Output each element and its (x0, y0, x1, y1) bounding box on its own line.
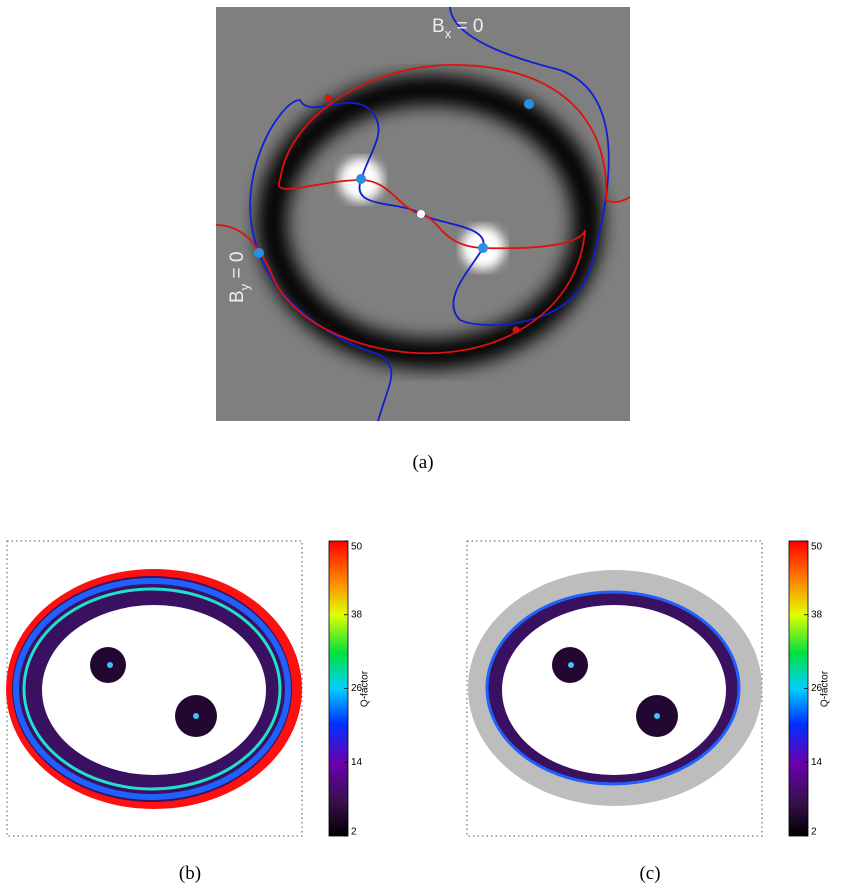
panel-c: Q-factor (c) (466, 540, 831, 884)
q-band (22, 587, 282, 791)
annotation-text: B (432, 16, 445, 37)
bx-zero-line (249, 6, 610, 422)
annotation-sub: x (445, 26, 452, 41)
annotation: Bx = 0 (432, 16, 483, 41)
null-point (324, 94, 332, 102)
q-spot-core (568, 662, 574, 668)
colorbar-label: Q-factor (820, 670, 831, 707)
null-point (417, 210, 425, 218)
panel-a: Bx = 0 By = 0 (a) (215, 6, 631, 473)
q-map-inner (42, 605, 266, 775)
annotation-sub: y (237, 283, 252, 290)
caption: (c) (639, 863, 660, 884)
colorbar-tick-label: 14 (351, 757, 363, 768)
colorbar-label: Q-factor (360, 670, 371, 707)
null-point (524, 99, 534, 109)
annotation-text: = 0 (451, 16, 483, 37)
colorbar-tick-label: 50 (811, 542, 823, 553)
frame (466, 540, 763, 837)
annotation-text: = 0 (227, 252, 248, 284)
colorbar-tick-label: 2 (811, 827, 817, 838)
colorbar-tick-label: 2 (351, 827, 357, 838)
colorbar-tick-label: 38 (351, 609, 363, 620)
caption: (a) (412, 452, 433, 473)
null-point (512, 326, 520, 334)
frame (6, 540, 303, 837)
colorbar-tick-label: 50 (351, 542, 363, 553)
colorbar-tick-label: 26 (811, 683, 823, 694)
annotation-text: B (227, 290, 248, 303)
null-point (254, 248, 264, 258)
caption: (b) (179, 863, 201, 884)
q-spot-core (654, 713, 660, 719)
null-point (356, 174, 366, 184)
annotation: By = 0 (227, 252, 252, 303)
panel-b: Q-factor (b) (6, 540, 371, 884)
null-point (478, 243, 488, 253)
q-map-inner (502, 605, 726, 775)
colorbar-tick-label: 38 (811, 609, 823, 620)
colorbar-tick-label: 26 (351, 683, 363, 694)
q-band (13, 578, 291, 800)
q-spot-core (193, 713, 199, 719)
q-spot-core (107, 662, 113, 668)
colorbar-tick-label: 14 (811, 757, 823, 768)
